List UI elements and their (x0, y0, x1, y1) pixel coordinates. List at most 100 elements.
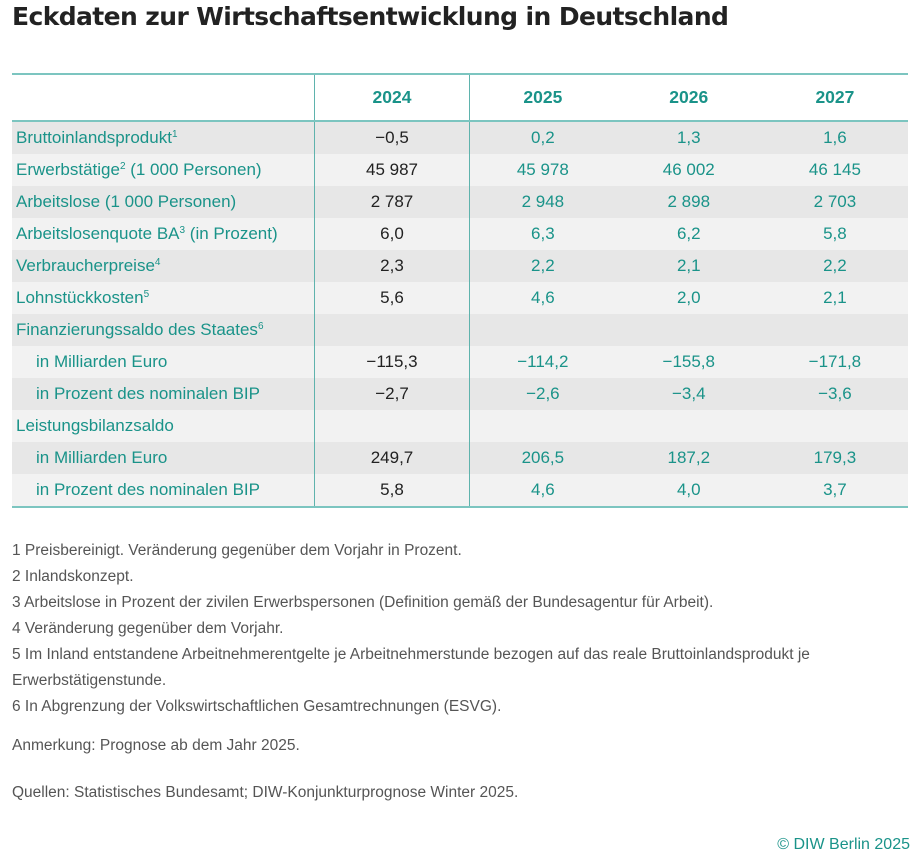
value-cell-2027 (762, 314, 908, 346)
header-label-cell (12, 74, 315, 121)
copyright: © DIW Berlin 2025 (777, 836, 910, 853)
value-cell-2025: 6,3 (531, 224, 555, 243)
column-header: 2027 (815, 87, 855, 107)
value-cell-2025 (470, 314, 616, 346)
value-cell-2027: 2,2 (823, 256, 847, 275)
value-cell-2027: 5,8 (823, 224, 847, 243)
footnote-marker: 2 (119, 161, 126, 172)
value-cell-2026 (616, 314, 762, 346)
footnote: 1 Preisbereinigt. Veränderung gegenüber … (12, 542, 462, 559)
row-label: in Prozent des nominalen BIP (12, 474, 315, 507)
value-cell-2025: 2 948 (521, 192, 565, 211)
row-label-text: Lohnstückkosten (16, 288, 144, 307)
page-title: Eckdaten zur Wirtschaftsentwicklung in D… (12, 2, 729, 31)
table-row: in Milliarden Euro −115,3 −114,2 −155,8 −171… (12, 346, 908, 378)
value-cell-2027: −171,8 (808, 352, 862, 371)
column-header: 2025 (523, 87, 563, 107)
row-label-text: in Milliarden Euro (36, 352, 168, 371)
value-cell-2024: 6,0 (314, 218, 470, 250)
footnotes: 1 Preisbereinigt. Veränderung gegenüber … (12, 538, 908, 720)
value-cell-2025: 4,6 (531, 480, 555, 499)
table-body: Bruttoinlandsprodukt1 −0,5 0,2 1,3 1,6 Erwerb… (12, 121, 908, 507)
data-table: 2024 2025 2026 2027 Bruttoinlandsprodukt… (12, 73, 908, 508)
value-cell-2025: 2,2 (531, 256, 555, 275)
row-label-text: Erwerbstätige (16, 160, 120, 179)
row-label: Erwerbstätige2 (1 000 Personen) (12, 154, 315, 186)
table-row: Finanzierungssaldo des Staates6 (12, 314, 908, 346)
value-cell-2027: 1,6 (823, 128, 847, 147)
value-cell-2027: −3,6 (818, 384, 852, 403)
value-cell-2026 (616, 410, 762, 442)
value-cell-2025: −114,2 (517, 352, 569, 371)
column-header: 2024 (314, 74, 470, 121)
row-label-text: Finanzierungssaldo des Staates (16, 320, 258, 339)
row-label-text: in Prozent des nominalen BIP (36, 480, 260, 499)
value-cell-2025: −2,6 (526, 384, 560, 403)
footnote-marker: 5 (143, 289, 150, 300)
value-cell-2024: 45 987 (314, 154, 470, 186)
value-cell-2026: 4,0 (676, 480, 701, 499)
table-row: Bruttoinlandsprodukt1 −0,5 0,2 1,3 1,6 (12, 121, 908, 154)
value-cell-2027: 46 145 (808, 160, 861, 179)
row-label: in Milliarden Euro (12, 346, 315, 378)
value-cell-2024: −115,3 (314, 346, 470, 378)
value-cell-2026: 2,1 (676, 256, 701, 275)
table-row: Verbraucherpreise4 2,3 2,2 2,1 2,2 (12, 250, 908, 282)
table-row: Lohnstückkosten5 5,6 4,6 2,0 2,1 (12, 282, 908, 314)
value-cell-2024: 2 787 (314, 186, 470, 218)
value-cell-2027: 2,1 (823, 288, 847, 307)
row-label-suffix: (in Prozent) (185, 224, 278, 243)
value-cell-2026: 2,0 (676, 288, 701, 307)
row-label: in Milliarden Euro (12, 442, 315, 474)
row-label: in Prozent des nominalen BIP (12, 378, 315, 410)
table-row: in Milliarden Euro 249,7 206,5 187,2 179,3 (12, 442, 908, 474)
row-label: Bruttoinlandsprodukt1 (12, 121, 315, 154)
value-cell-2025: 45 978 (516, 160, 569, 179)
row-label-text: Verbraucherpreise (16, 256, 155, 275)
value-cell-2026: 1,3 (676, 128, 701, 147)
value-cell-2025: 4,6 (531, 288, 555, 307)
row-label: Lohnstückkosten5 (12, 282, 315, 314)
row-label-suffix: (1 000 Personen) (125, 160, 262, 179)
footnote-marker: 1 (171, 129, 178, 140)
remark: Anmerkung: Prognose ab dem Jahr 2025. (12, 737, 300, 754)
row-label: Arbeitslosenquote BA3 (in Prozent) (12, 218, 315, 250)
footnote-marker: 6 (257, 321, 264, 332)
value-cell-2024 (314, 410, 470, 442)
footnote-marker: 3 (179, 225, 186, 236)
value-cell-2024: 5,8 (314, 474, 470, 507)
table-row: in Prozent des nominalen BIP 5,8 4,6 4,0 3,7 (12, 474, 908, 507)
table-row: Leistungsbilanzsaldo (12, 410, 908, 442)
value-cell-2025: 206,5 (521, 448, 565, 467)
value-cell-2024 (314, 314, 470, 346)
value-cell-2024: −0,5 (314, 121, 470, 154)
row-label-text: in Prozent des nominalen BIP (36, 384, 260, 403)
table-row: Arbeitslose (1 000 Personen) 2 787 2 948 2 … (12, 186, 908, 218)
footnote: 3 Arbeitslose in Prozent der zivilen Erw… (12, 594, 714, 611)
row-label: Arbeitslose (1 000 Personen) (12, 186, 315, 218)
value-cell-2026: −3,4 (671, 384, 706, 403)
value-cell-2024: 2,3 (314, 250, 470, 282)
column-header: 2026 (669, 87, 709, 107)
row-label: Leistungsbilanzsaldo (12, 410, 315, 442)
row-label-text: Bruttoinlandsprodukt (16, 128, 172, 147)
row-label-text: Leistungsbilanzsaldo (16, 416, 174, 435)
value-cell-2025: 0,2 (531, 128, 555, 147)
value-cell-2027: 3,7 (823, 480, 847, 499)
footnote: 6 In Abgrenzung der Volkswirtschaftliche… (12, 698, 502, 715)
value-cell-2026: 187,2 (667, 448, 711, 467)
value-cell-2025 (470, 410, 616, 442)
value-cell-2027: 2 703 (813, 192, 857, 211)
value-cell-2024: 5,6 (314, 282, 470, 314)
value-cell-2026: 2 898 (667, 192, 711, 211)
table-row: Erwerbstätige2 (1 000 Personen) 45 987 45 … (12, 154, 908, 186)
value-cell-2026: −155,8 (662, 352, 715, 371)
value-cell-2024: −2,7 (314, 378, 470, 410)
row-label-text: in Milliarden Euro (36, 448, 168, 467)
value-cell-2024: 249,7 (314, 442, 470, 474)
row-label-text: Arbeitslosenquote BA (16, 224, 180, 243)
footnote: 5 Im Inland entstandene Arbeitnehmerentg… (12, 646, 810, 689)
table-row: in Prozent des nominalen BIP −2,7 −2,6 −3,4… (12, 378, 908, 410)
footnote: 4 Veränderung gegenüber dem Vorjahr. (12, 620, 284, 637)
value-cell-2027 (762, 410, 908, 442)
